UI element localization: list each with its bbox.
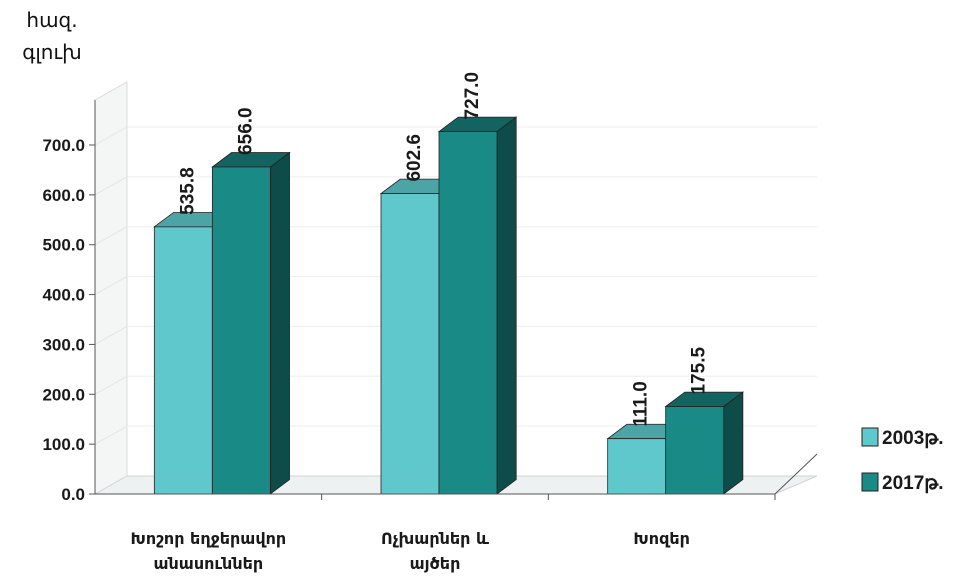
- y-tick-label: 400.0: [42, 286, 85, 305]
- value-label: 535.8: [177, 167, 198, 215]
- x-axis: Խոշոր եղջերավոր անասուններ Ոչխարներ և այծեր…: [95, 453, 818, 573]
- gridline-side: [94, 325, 128, 345]
- value-label: 727.0: [462, 72, 483, 120]
- value-labels: 535.8 656.0 602.6 727.0 111.0 175.5: [177, 72, 709, 427]
- bar: [607, 438, 667, 495]
- value-label: 602.6: [404, 134, 425, 182]
- bars: [153, 116, 745, 495]
- gridline-side: [94, 226, 128, 246]
- bar: [211, 166, 271, 495]
- y-tick-label: 700.0: [42, 136, 85, 155]
- gridline-side: [94, 126, 128, 146]
- x-category-label: այծեր: [410, 554, 461, 573]
- y-axis: 0.0 100.0 200.0 300.0 400.0 500.0 600.0 700.0: [42, 100, 96, 504]
- gridline-side: [94, 276, 128, 296]
- value-label: 656.0: [235, 107, 256, 155]
- y-tick-label: 100.0: [42, 435, 85, 454]
- y-tick-label: 500.0: [42, 236, 85, 255]
- value-label: 111.0: [631, 381, 652, 426]
- bar-side: [723, 391, 744, 495]
- legend: 2003թ. 2017թ.: [861, 427, 944, 494]
- y-unit-label: հազ. գլուխ: [12, 4, 92, 68]
- gridline-side: [94, 375, 128, 395]
- x-axis-depth-line: [774, 453, 818, 495]
- bar: [438, 131, 498, 495]
- back-wall-side: [94, 81, 128, 495]
- value-label: 175.5: [689, 347, 710, 395]
- y-tick-label: 200.0: [42, 385, 85, 404]
- bar: [380, 193, 440, 495]
- gridline-side: [94, 425, 128, 445]
- legend-label: 2003թ.: [882, 428, 944, 449]
- x-category-label: Ոչխարներ և: [381, 529, 489, 548]
- legend-swatch: [861, 427, 879, 447]
- gridline-side: [94, 176, 128, 196]
- legend-label: 2017թ.: [882, 473, 944, 494]
- x-category-label: Խոզեր: [633, 529, 690, 548]
- x-category-label: Խոշոր եղջերավոր: [130, 529, 286, 548]
- y-tick-label: 600.0: [42, 186, 85, 205]
- bar-side: [496, 116, 517, 495]
- y-tick-label: 0.0: [61, 485, 85, 504]
- y-tick-label: 300.0: [42, 335, 85, 354]
- y-unit-line-1: հազ.: [26, 8, 78, 32]
- bar-side: [269, 151, 290, 495]
- x-category-label: անասուններ: [154, 554, 264, 573]
- legend-swatch: [861, 472, 879, 492]
- bar: [153, 226, 213, 495]
- y-unit-line-2: գլուխ: [22, 40, 82, 64]
- bar: [665, 406, 725, 495]
